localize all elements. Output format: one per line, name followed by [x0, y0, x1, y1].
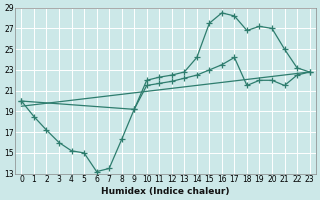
- X-axis label: Humidex (Indice chaleur): Humidex (Indice chaleur): [101, 187, 230, 196]
